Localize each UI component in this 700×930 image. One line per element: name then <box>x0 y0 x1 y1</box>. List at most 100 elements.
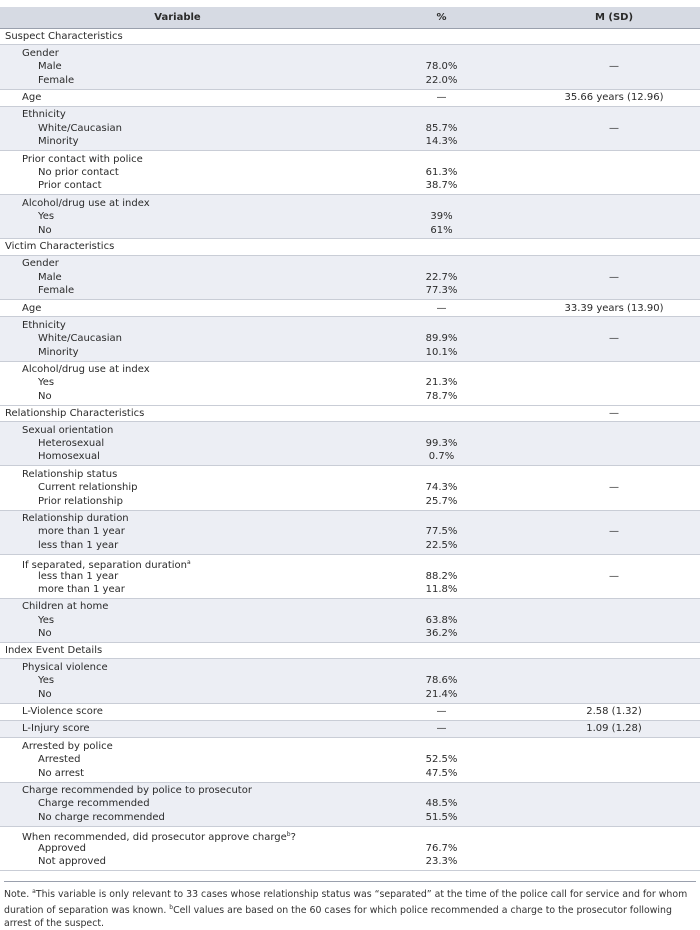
table-body: Suspect Characteristics Gender Male 78.0% — F… <box>0 29 700 871</box>
msd-cell: 35.66 years (12.96) <box>564 92 664 104</box>
table-row: Not approved 23.3% <box>0 855 700 868</box>
variable-label: No arrest <box>38 767 85 779</box>
variable-label: No <box>38 390 52 402</box>
variable-cell: Heterosexual <box>0 437 355 450</box>
variable-label: Charge recommended by police to prosecut… <box>22 785 252 797</box>
variable-cell: Prior contact with police <box>0 153 355 166</box>
variable-cell: Suspect Characteristics <box>0 30 355 43</box>
msd-cell <box>528 627 700 640</box>
variable-cell: No <box>0 688 355 701</box>
msd-cell <box>528 257 700 270</box>
note-lead: Note. <box>4 889 30 900</box>
pct-cell <box>355 108 528 121</box>
variable-cell: No charge recommended <box>0 811 355 824</box>
table-row: Ethnicity <box>0 319 700 332</box>
variable-cell: Yes <box>0 614 355 627</box>
table-row: Victim Characteristics <box>0 240 700 253</box>
variable-label: Charge recommended <box>38 798 150 810</box>
variable-group: Children at home Yes 63.8% No 36.2% <box>0 598 700 644</box>
variable-label: Prior contact with police <box>22 153 143 165</box>
pct-cell: 0.7% <box>428 451 455 463</box>
pct-cell <box>355 740 528 753</box>
pct-cell: 78.0% <box>425 61 458 73</box>
msd-cell <box>528 437 700 450</box>
table-row: Alcohol/drug use at index <box>0 197 700 210</box>
pct-cell: 51.5% <box>425 811 458 823</box>
variable-label: Relationship duration <box>22 513 129 524</box>
table-row: L-Violence score — 2.58 (1.32) <box>0 705 700 718</box>
variable-cell: Approved <box>0 842 355 855</box>
variable-label: Female <box>38 74 75 86</box>
variable-cell: Alcohol/drug use at index <box>0 197 355 210</box>
page: Variable % M (SD) Suspect Characteristic… <box>0 7 700 929</box>
pct-cell: 77.3% <box>425 285 458 297</box>
variable-label: No <box>38 628 52 640</box>
msd-cell <box>528 153 700 166</box>
table-row: more than 1 year 11.8% <box>0 583 700 596</box>
table-row: Female 77.3% <box>0 284 700 297</box>
msd-cell <box>528 240 700 253</box>
header-pct: % <box>436 12 447 23</box>
table-row: Relationship duration <box>0 512 700 525</box>
msd-cell <box>528 468 700 481</box>
table-row: No 61% <box>0 224 700 237</box>
variable-label: Prior contact <box>38 180 102 192</box>
variable-cell: Homosexual <box>0 450 355 463</box>
variable-cell: Charge recommended <box>0 797 355 810</box>
table-row: Index Event Details <box>0 644 700 657</box>
variable-cell: Physical violence <box>0 661 355 674</box>
pct-cell: — <box>436 723 447 735</box>
msd-cell: — <box>609 333 619 345</box>
variable-label: Victim Characteristics <box>5 241 115 253</box>
variable-label: Physical violence <box>22 661 108 673</box>
pct-cell: 89.9% <box>425 333 458 345</box>
footnote-mark: a <box>187 559 191 567</box>
variable-label: No <box>38 688 52 700</box>
pct-cell: — <box>436 706 447 718</box>
variable-group: Gender Male 78.0% — Female 22.0% <box>0 45 700 90</box>
msd-cell <box>528 346 700 359</box>
msd-cell <box>528 30 700 43</box>
section-row: Suspect Characteristics <box>0 29 700 46</box>
msd-cell: — <box>609 407 619 419</box>
variable-cell: Female <box>0 284 355 297</box>
table-row: Heterosexual 99.3% <box>0 437 700 450</box>
table-row: Approved 76.7% <box>0 842 700 855</box>
variable-cell: L-Injury score <box>0 722 355 735</box>
variable-group: Sexual orientation Heterosexual 99.3% Homos… <box>0 422 700 467</box>
table-row: Alcohol/drug use at index <box>0 363 700 376</box>
footnote-mark: b <box>286 831 291 839</box>
table-row: Gender <box>0 257 700 270</box>
section-row: Victim Characteristics <box>0 239 700 256</box>
msd-cell <box>528 376 700 389</box>
section-row: Index Event Details <box>0 643 700 660</box>
variable-cell: Alcohol/drug use at index <box>0 363 355 376</box>
pct-cell <box>355 257 528 270</box>
pct-cell <box>355 661 528 674</box>
msd-cell: — <box>609 271 619 283</box>
msd-cell <box>528 495 700 508</box>
pct-cell <box>355 197 528 210</box>
variable-cell: Sexual orientation <box>0 424 355 437</box>
msd-cell <box>528 363 700 376</box>
table-row: Charge recommended 48.5% <box>0 797 700 810</box>
variable-label: Suspect Characteristics <box>5 31 123 42</box>
msd-cell <box>528 753 700 766</box>
variable-label: Gender <box>22 258 59 270</box>
variable-cell: Children at home <box>0 600 355 613</box>
table-row: Yes 39% <box>0 210 700 223</box>
msd-cell <box>528 166 700 179</box>
variable-label: more than 1 year <box>38 583 125 595</box>
table-row: more than 1 year 77.5% — <box>0 525 700 538</box>
variable-label: Gender <box>22 47 59 59</box>
msd-cell <box>528 614 700 627</box>
msd-cell: — <box>609 122 619 134</box>
table-row: Arrested by police <box>0 740 700 753</box>
variable-label: If separated, separation duration <box>22 560 187 572</box>
msd-cell <box>528 556 700 569</box>
msd-cell <box>528 828 700 841</box>
pct-cell: 99.3% <box>425 438 458 450</box>
pct-cell: 25.7% <box>425 495 458 507</box>
pct-cell <box>355 30 528 43</box>
variable-cell: Yes <box>0 674 355 687</box>
